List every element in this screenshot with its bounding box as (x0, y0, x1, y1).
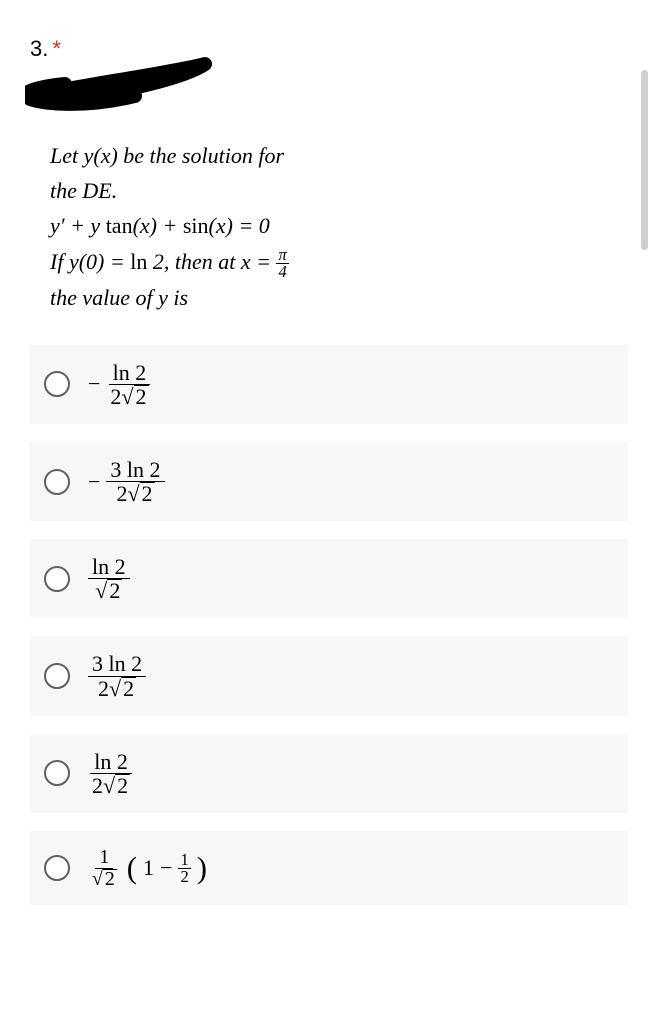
option-d[interactable]: 3 ln 2 2√2 (30, 636, 628, 715)
q-line-5: the value of y is (50, 285, 188, 310)
option-e-label: ln 2 2√2 (88, 750, 134, 797)
radio-c[interactable] (44, 566, 70, 592)
redaction-scribble (25, 56, 215, 111)
option-b-label: − 3 ln 2 2√2 (88, 458, 165, 505)
q-equation-1: y′ + y tan(x) + sin(x) = 0 (50, 208, 628, 243)
radio-e[interactable] (44, 760, 70, 786)
option-e[interactable]: ln 2 2√2 (30, 734, 628, 813)
option-b[interactable]: − 3 ln 2 2√2 (30, 442, 628, 521)
question-text: Let y(x) be the solution for the DE. y′ … (50, 138, 628, 315)
option-f[interactable]: 1 √2 ( 1 − 1 2 ) (30, 831, 628, 906)
option-a-label: − ln 2 2√2 (88, 361, 153, 408)
radio-a[interactable] (44, 371, 70, 397)
radio-b[interactable] (44, 469, 70, 495)
option-f-label: 1 √2 ( 1 − 1 2 ) (88, 847, 207, 890)
option-c-label: ln 2 √2 (88, 555, 130, 602)
scrollbar-thumb[interactable] (641, 70, 648, 250)
q-line-2: the DE. (50, 178, 117, 203)
radio-d[interactable] (44, 663, 70, 689)
pi-over-4: π4 (276, 247, 288, 279)
option-c[interactable]: ln 2 √2 (30, 539, 628, 618)
options-group: − ln 2 2√2 − 3 ln 2 2√2 ln 2 (30, 345, 628, 906)
q-line-1: Let y(x) be the solution for (50, 143, 284, 168)
radio-f[interactable] (44, 855, 70, 881)
option-d-label: 3 ln 2 2√2 (88, 652, 146, 699)
option-a[interactable]: − ln 2 2√2 (30, 345, 628, 424)
q-condition: If y(0) = ln 2, then at x = π4 (50, 244, 628, 280)
